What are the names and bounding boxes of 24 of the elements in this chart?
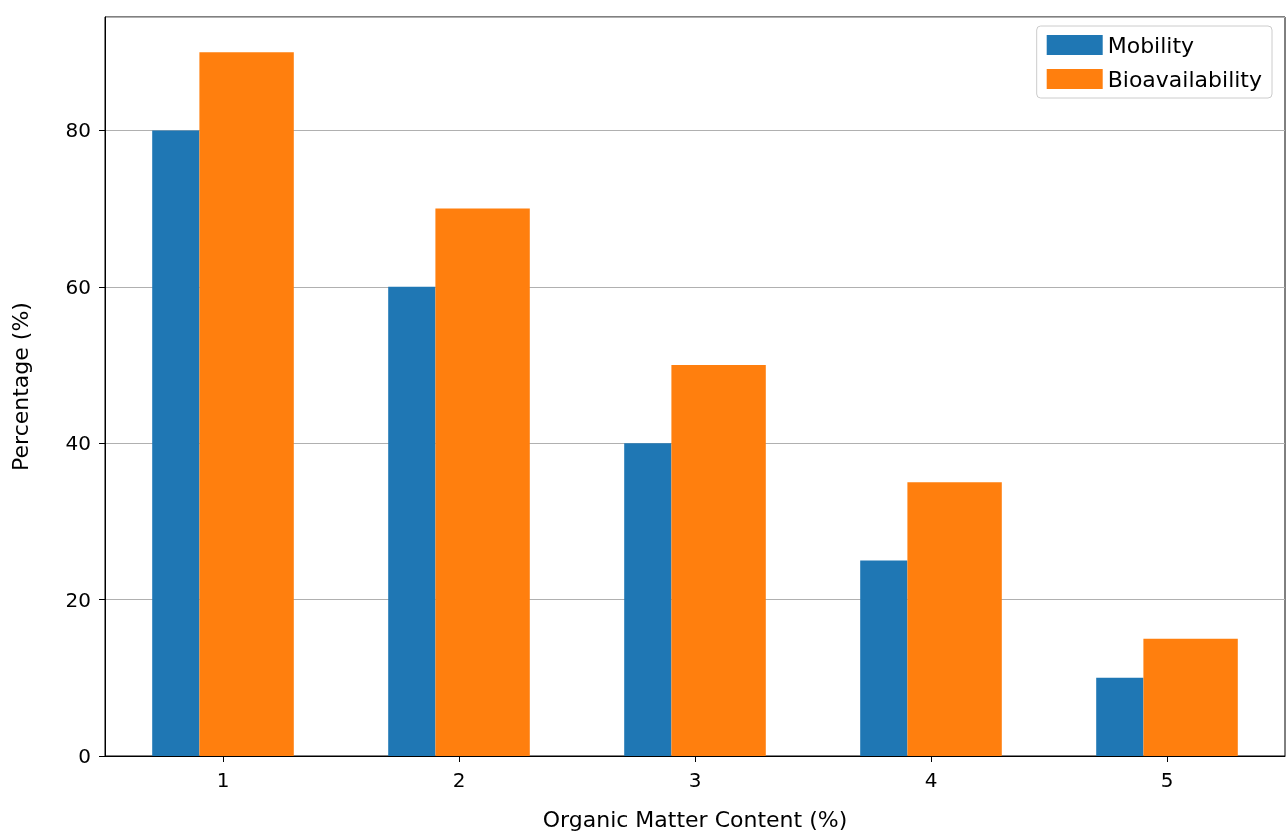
x-tick-label: 3: [688, 768, 702, 792]
bar: [860, 560, 908, 756]
x-tick-label: 2: [452, 768, 466, 792]
bar: [152, 130, 200, 756]
legend-label: Mobility: [1107, 32, 1195, 58]
y-tick-label: 80: [65, 118, 91, 143]
bar: [388, 286, 436, 756]
bar: [671, 364, 766, 756]
x-tick-label: 4: [924, 768, 938, 792]
legend-label: Bioavailability: [1107, 66, 1263, 92]
x-tick-label: 5: [1160, 768, 1174, 792]
y-tick-label: 60: [65, 274, 91, 299]
y-tick-label: 40: [65, 431, 91, 456]
bar: [1143, 638, 1238, 756]
bar: [435, 208, 530, 756]
bar: [907, 482, 1002, 756]
y-axis-title: Percentage (%): [7, 302, 33, 471]
y-tick-label: 0: [78, 744, 91, 768]
bar: [199, 52, 294, 756]
bar: [1096, 677, 1144, 756]
y-tick-label: 20: [65, 587, 91, 612]
x-axis-title: Organic Matter Content (%): [542, 806, 848, 832]
x-tick-label: 1: [216, 768, 230, 792]
bar: [624, 443, 672, 756]
